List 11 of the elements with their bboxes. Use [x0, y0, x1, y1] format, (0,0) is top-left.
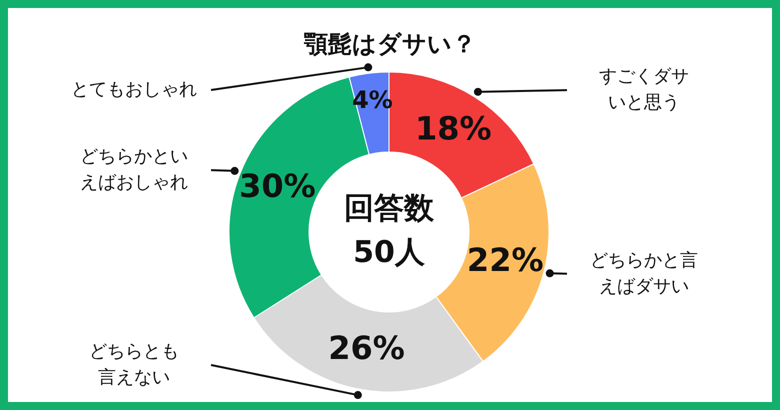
- data-label: 30%: [239, 166, 316, 205]
- data-label: 18%: [415, 109, 492, 148]
- slice-label: どちらとも言えない: [89, 340, 179, 388]
- text: 回答数 50人: [344, 191, 435, 270]
- slice-label: どちらかといえばおしゃれ: [80, 146, 188, 194]
- data-label: 22%: [466, 240, 544, 279]
- slice-label: どちらかと言えばダサい: [590, 250, 698, 297]
- slice-label: とてもおしゃれ: [71, 78, 197, 100]
- chart-title: 顎髭はダサい？: [303, 30, 476, 58]
- data-label: 26%: [328, 328, 405, 367]
- slice-label: すごくダサいと思う: [599, 66, 689, 114]
